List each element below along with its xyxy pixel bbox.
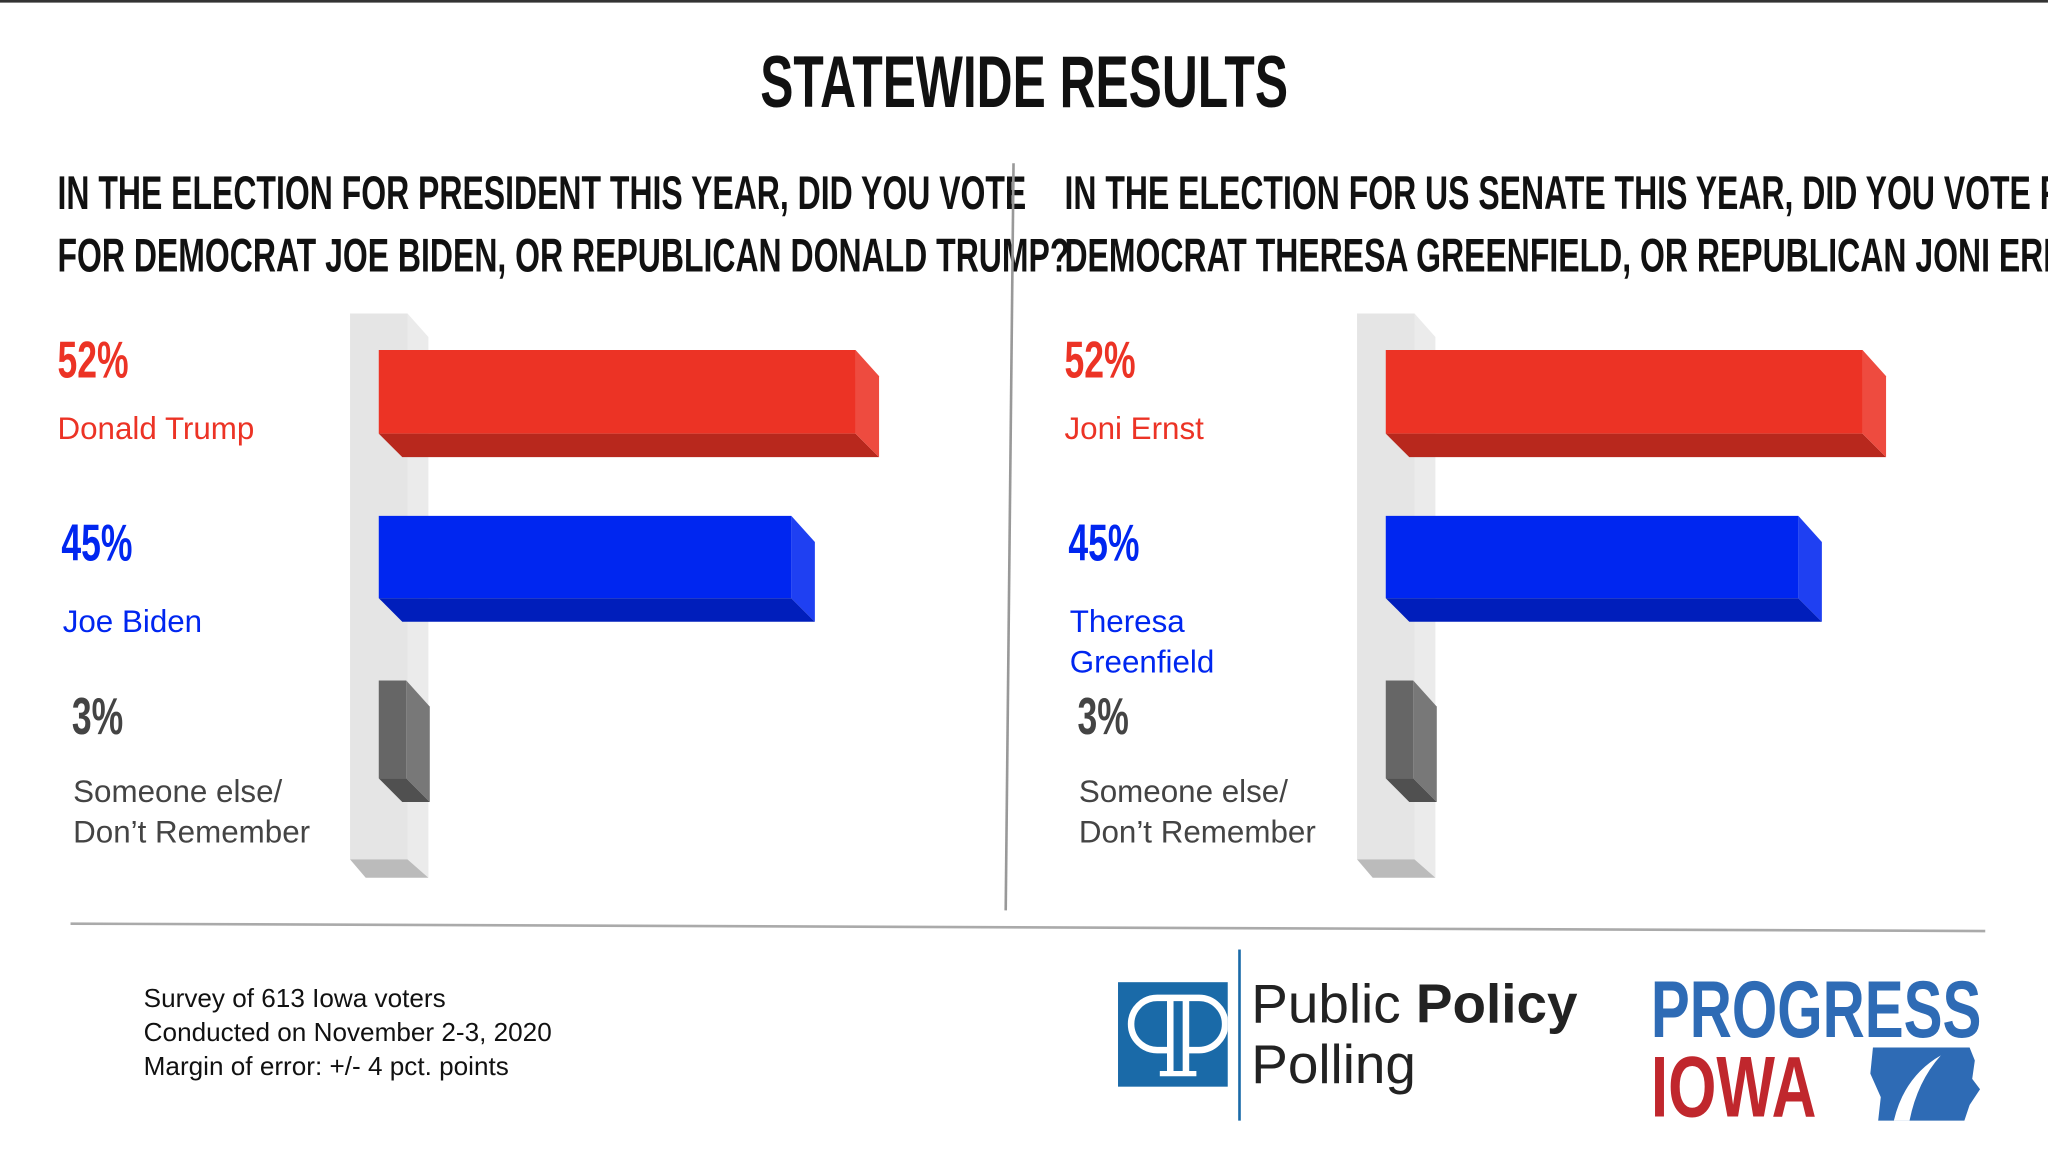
data-label: 3% xyxy=(1077,688,1129,746)
category-label: Someone else/Don’t Remember xyxy=(1078,774,1316,851)
survey-sample: Survey of 613 Iowa voters xyxy=(143,984,446,1014)
bar-2-front xyxy=(378,680,407,779)
bar-0-front xyxy=(378,350,856,434)
bar-0-side xyxy=(855,350,880,458)
category-label: Donald Trump xyxy=(57,411,255,447)
progress-iowa-logo-line1: PROGRESS xyxy=(1650,965,1982,1056)
data-label: 3% xyxy=(71,688,124,746)
ppp-logo-text: Public Policy Polling xyxy=(1251,973,1578,1095)
axis-wall-base xyxy=(1357,859,1436,878)
data-label: 45% xyxy=(1068,514,1140,573)
bar-0-bottom xyxy=(378,433,880,458)
survey-info: Survey of 613 Iowa voters Conducted on N… xyxy=(144,982,552,1084)
bar-2-bottom xyxy=(378,778,430,802)
iowa-state-road-icon xyxy=(1870,1047,1981,1121)
survey-margin: Margin of error: +/- 4 pct. points xyxy=(143,1052,509,1082)
ppp-logo-mark xyxy=(1118,982,1229,1087)
bar-1-side xyxy=(1798,515,1822,622)
bar-1-front xyxy=(378,515,792,599)
data-label: 45% xyxy=(61,514,133,573)
category-label: Someone else/Don’t Remember xyxy=(73,774,311,851)
data-label: 52% xyxy=(57,331,129,390)
category-label: Theresa Greenfield xyxy=(1069,604,1215,681)
bar-0-side xyxy=(1862,350,1887,458)
data-label: 52% xyxy=(1064,331,1136,390)
survey-dates: Conducted on November 2-3, 2020 xyxy=(143,1018,552,1048)
bar-0-bottom xyxy=(1385,433,1887,458)
ppp-monogram-icon xyxy=(1127,994,1229,1077)
question-president: IN THE ELECTION FOR PRESIDENT THIS YEAR,… xyxy=(57,165,1070,283)
bar-2-front xyxy=(1385,680,1414,779)
progress-iowa-logo-line2: IOWA xyxy=(1650,1038,1817,1136)
question-senate: IN THE ELECTION FOR US SENATE THIS YEAR,… xyxy=(1064,165,2048,283)
bar-2-side xyxy=(1413,680,1437,802)
bar-1-bottom xyxy=(1385,598,1822,622)
page-title: STATEWIDE RESULTS xyxy=(760,40,1288,123)
bar-1-front xyxy=(1385,515,1799,599)
bar-1-bottom xyxy=(378,598,815,622)
ppp-logo-divider xyxy=(1238,949,1241,1121)
bar-0-front xyxy=(1385,350,1863,434)
axis-wall-base xyxy=(350,859,429,878)
top-border xyxy=(0,0,2048,3)
category-label: Joe Biden xyxy=(62,604,203,640)
bar-2-bottom xyxy=(1385,778,1437,802)
bar-2-side xyxy=(406,680,430,802)
category-label: Joni Ernst xyxy=(1064,411,1204,447)
bar-1-side xyxy=(791,515,815,622)
